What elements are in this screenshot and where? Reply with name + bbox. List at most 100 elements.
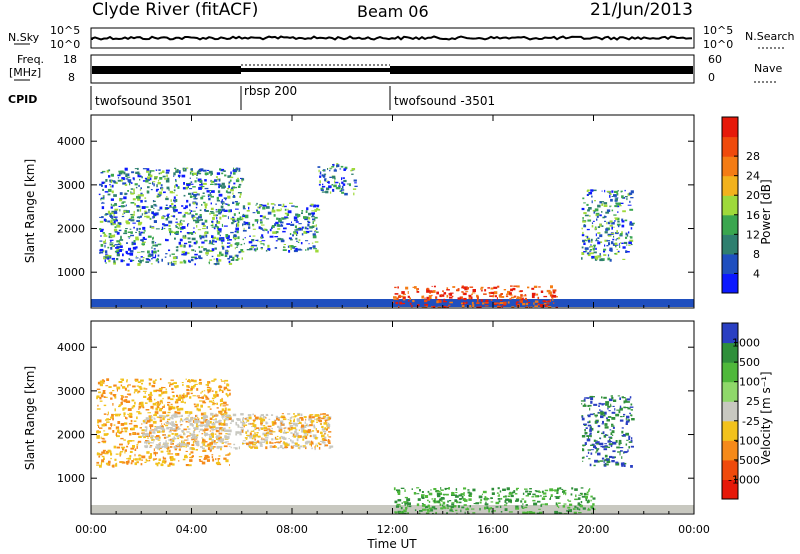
echo-cell (603, 248, 607, 251)
echo-cell (218, 389, 221, 392)
echo-cell (538, 286, 541, 288)
echo-cell (254, 428, 257, 431)
echo-cell (599, 223, 602, 227)
echo-cell (277, 418, 280, 421)
echo-cell (119, 451, 124, 453)
echo-cell (242, 420, 244, 423)
colorbar-tick-label: -1000 (728, 473, 760, 486)
echo-cell (105, 213, 108, 215)
echo-cell (598, 402, 602, 405)
echo-cell (208, 444, 212, 447)
echo-cell (617, 217, 620, 221)
echo-cell (171, 433, 174, 435)
echo-cell (590, 397, 594, 401)
echo-cell (161, 464, 164, 466)
echo-cell (605, 434, 607, 436)
echo-cell (269, 228, 272, 232)
echo-cell (126, 401, 129, 403)
echo-cell (223, 197, 227, 200)
echo-cell (260, 248, 263, 250)
echo-cell (404, 502, 408, 505)
echo-cell (155, 389, 160, 392)
echo-cell (124, 167, 128, 171)
echo-cell (621, 456, 623, 459)
echo-cell (619, 447, 624, 449)
echo-cell (102, 392, 106, 394)
echo-cell (603, 204, 608, 207)
echo-cell (211, 172, 213, 175)
echo-cell (589, 413, 594, 416)
echo-cell (547, 306, 552, 308)
echo-cell (157, 445, 161, 447)
echo-cell (615, 218, 619, 221)
echo-cell (166, 186, 170, 190)
echo-cell (341, 191, 345, 194)
echo-cell (603, 254, 607, 256)
echo-cell (211, 435, 214, 438)
echo-cell (205, 422, 210, 426)
echo-cell (290, 245, 294, 248)
echo-cell (98, 193, 101, 196)
echo-cell (165, 421, 169, 423)
echo-cell (132, 433, 135, 435)
echo-cell (631, 415, 633, 417)
echo-cell (549, 488, 554, 492)
echo-cell (506, 293, 509, 295)
echo-cell (165, 171, 170, 174)
echo-cell (600, 410, 603, 412)
echo-cell (282, 230, 286, 233)
echo-cell (611, 209, 614, 212)
echo-cell (321, 185, 326, 188)
echo-cell (134, 462, 137, 466)
echo-cell (621, 435, 624, 437)
echo-cell (105, 213, 109, 215)
echo-cell (590, 400, 593, 404)
echo-cell (182, 220, 185, 222)
echo-cell (183, 260, 187, 264)
echo-cell (196, 419, 198, 421)
echo-cell (277, 210, 282, 212)
echo-cell (155, 446, 158, 449)
echo-cell (177, 227, 180, 230)
echo-cell (144, 433, 147, 437)
echo-cell (499, 490, 502, 493)
echo-cell (211, 428, 214, 430)
echo-cell (630, 465, 633, 468)
echo-cell (284, 212, 288, 215)
echo-cell (212, 239, 215, 243)
echo-cell (171, 417, 174, 420)
echo-cell (216, 216, 218, 220)
echo-cell (132, 242, 136, 245)
echo-cell (272, 206, 275, 209)
echo-cell (117, 252, 120, 255)
echo-cell (236, 217, 241, 221)
echo-cell (628, 435, 631, 438)
echo-cell (295, 237, 298, 240)
echo-cell (625, 420, 630, 423)
echo-cell (354, 182, 357, 184)
echo-cell (625, 432, 629, 436)
echo-cell (127, 236, 131, 238)
echo-cell (190, 387, 193, 390)
echo-cell (235, 424, 239, 426)
echo-cell (135, 257, 139, 259)
echo-cell (105, 396, 108, 398)
echo-cell (197, 397, 202, 399)
echo-cell (260, 427, 264, 430)
echo-cell (599, 460, 604, 462)
echo-cell (260, 422, 263, 425)
echo-cell (193, 419, 198, 422)
echo-cell (434, 498, 436, 501)
echo-cell (603, 460, 605, 464)
echo-cell (218, 420, 222, 422)
echo-cell (201, 241, 205, 244)
echo-cell (121, 215, 125, 218)
echo-cell (249, 423, 253, 425)
echo-cell (127, 190, 129, 192)
echo-cell (299, 436, 302, 438)
echo-cell (309, 204, 313, 207)
echo-cell (101, 379, 105, 382)
echo-cell (166, 450, 169, 452)
echo-cell (204, 441, 208, 443)
echo-cell (202, 424, 206, 427)
